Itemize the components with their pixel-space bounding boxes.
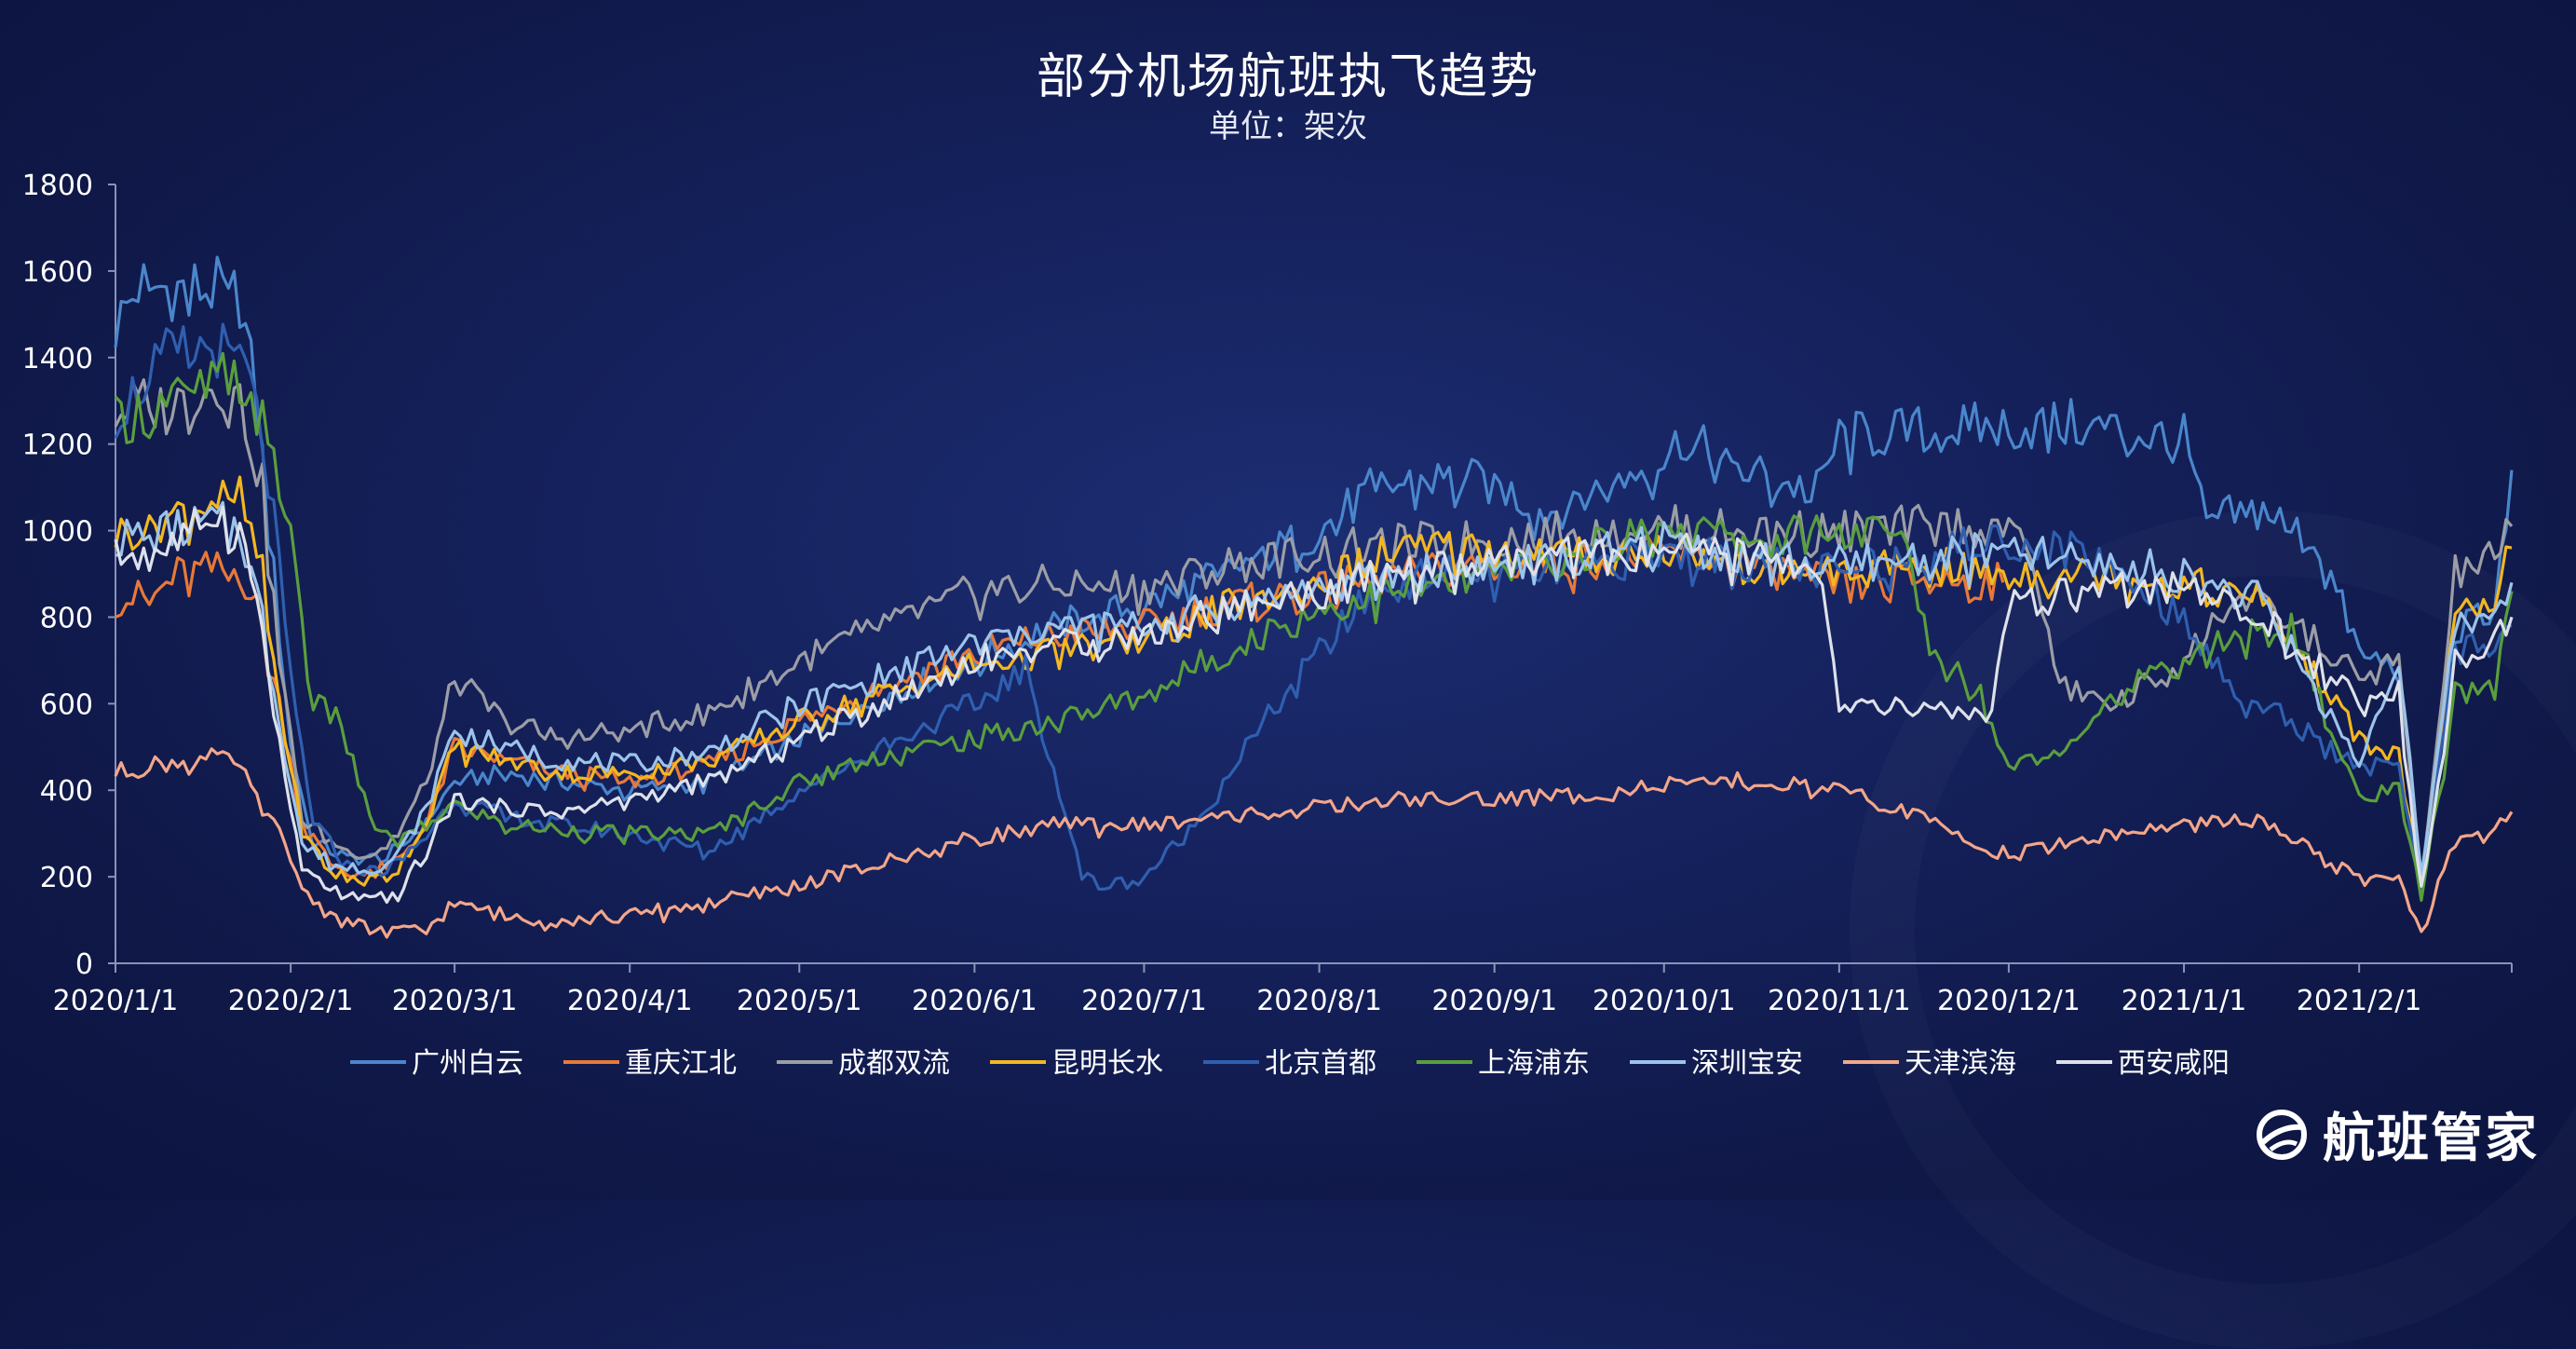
y-tick-label: 400 xyxy=(40,775,93,808)
brand-logo: 航班管家 xyxy=(2254,1097,2539,1172)
x-tick-label: 2020/8/1 xyxy=(1256,985,1382,1017)
series-line-9 xyxy=(114,505,2514,905)
y-tick-label: 0 xyxy=(75,948,93,981)
series-lines xyxy=(114,255,2514,939)
x-tick-label: 2020/9/1 xyxy=(1431,985,1557,1017)
x-tick-label: 2020/4/1 xyxy=(567,985,693,1017)
legend-label: 成都双流 xyxy=(838,1047,950,1080)
y-tick-label: 1000 xyxy=(22,516,93,549)
y-tick-label: 1400 xyxy=(22,343,93,375)
series-line-6 xyxy=(114,351,2514,902)
x-tick-label: 2020/3/1 xyxy=(392,985,518,1017)
x-tick-label: 2020/12/1 xyxy=(1937,985,2081,1017)
legend-label: 深圳宝安 xyxy=(1691,1047,1803,1080)
legend-label: 天津滨海 xyxy=(1905,1047,2016,1080)
chart-canvas: 0 200 400 600 800 1000 1200 1400 1600 1800 2020/1/… xyxy=(22,170,2514,1080)
x-tick-label: 2020/6/1 xyxy=(912,985,1037,1017)
series-line-1 xyxy=(114,255,2514,881)
x-tick-label: 2020/7/1 xyxy=(1081,985,1207,1017)
y-tick-label: 600 xyxy=(40,688,93,721)
series-line-4 xyxy=(114,475,2513,892)
legend-label: 重庆江北 xyxy=(625,1047,737,1080)
series-line-3 xyxy=(114,378,2514,891)
legend: 广州白云 重庆江北 成都双流 昆明长水 北京首都 上海浦东 深圳宝安 天津滨海 西安咸阳 xyxy=(350,1047,2230,1080)
x-tick-label: 2020/1/1 xyxy=(53,985,179,1017)
logo-globe-icon xyxy=(2257,1109,2307,1160)
y-tick-label: 800 xyxy=(40,602,93,634)
legend-label: 广州白云 xyxy=(412,1047,523,1080)
legend-label: 北京首都 xyxy=(1265,1047,1376,1080)
series-line-5 xyxy=(114,322,2513,893)
x-tick-label: 2020/10/1 xyxy=(1593,985,1736,1017)
series-line-8 xyxy=(114,747,2514,939)
x-tick-label: 2020/5/1 xyxy=(737,985,862,1017)
brand-name: 航班管家 xyxy=(2323,1109,2539,1169)
y-tick-label: 200 xyxy=(40,862,93,894)
legend-label: 西安咸阳 xyxy=(2118,1047,2230,1080)
x-tick-label: 2021/1/1 xyxy=(2122,985,2247,1017)
y-tick-label: 1600 xyxy=(22,256,93,289)
x-tick-label: 2021/2/1 xyxy=(2297,985,2422,1017)
series-line-7 xyxy=(115,500,2514,878)
x-tick-label: 2020/2/1 xyxy=(228,985,354,1017)
chart-title: 部分机场航班执飞趋势 xyxy=(1036,49,1539,105)
chart-subtitle: 单位：架次 xyxy=(1209,108,1367,145)
legend-label: 上海浦东 xyxy=(1478,1047,1590,1080)
y-tick-label: 1200 xyxy=(22,429,93,462)
axes: 0 200 400 600 800 1000 1200 1400 1600 1800 2020/1/… xyxy=(22,170,2513,1017)
x-tick-label: 2020/11/1 xyxy=(1768,985,1911,1017)
y-tick-label: 1800 xyxy=(22,170,93,202)
legend-label: 昆明长水 xyxy=(1051,1047,1163,1080)
